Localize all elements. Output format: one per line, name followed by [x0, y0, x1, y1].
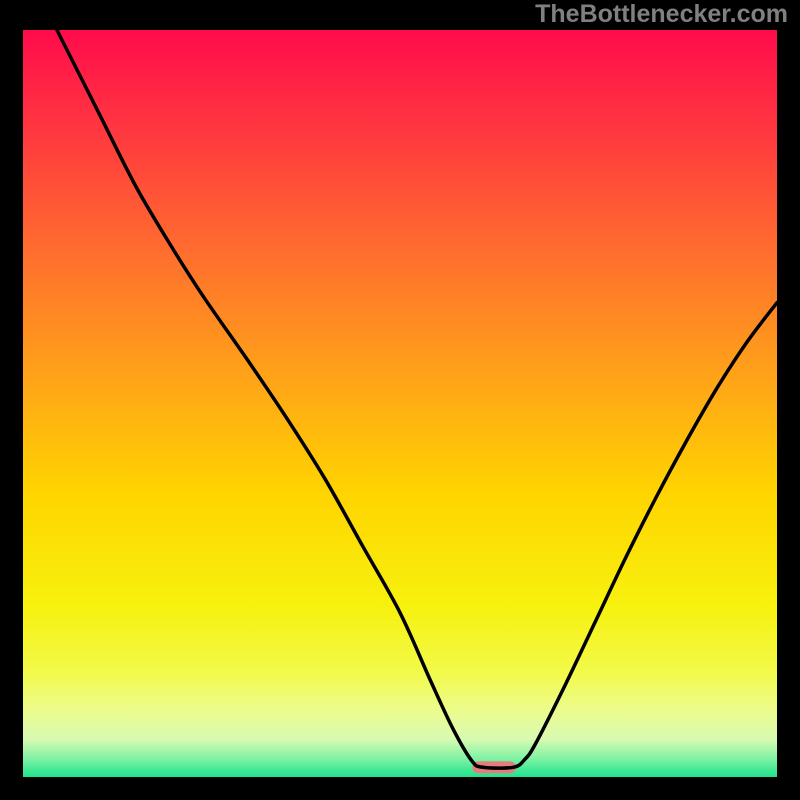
chart-background [23, 30, 777, 777]
watermark-text: TheBottlenecker.com [535, 0, 788, 29]
chart-container: TheBottlenecker.com [0, 0, 800, 800]
bottleneck-chart [0, 0, 800, 800]
